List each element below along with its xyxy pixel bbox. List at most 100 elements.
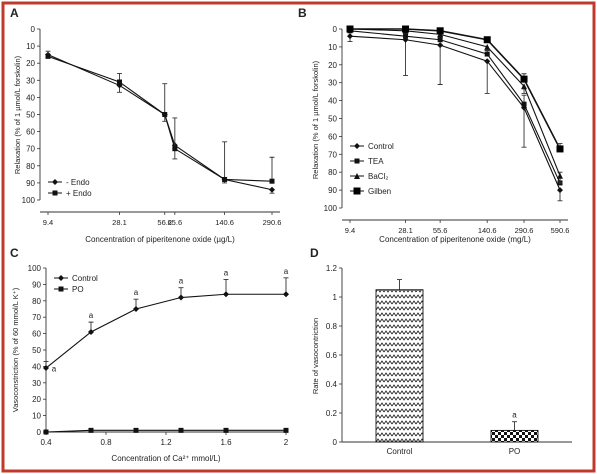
- series-0: [347, 33, 563, 202]
- x-tick-label: 2: [284, 438, 289, 447]
- error-bar: [222, 141, 228, 180]
- data-point: [437, 37, 443, 43]
- error-bar: [269, 156, 275, 182]
- series-1: [43, 427, 289, 435]
- data-point: [521, 101, 527, 107]
- y-tick-label: 60: [26, 128, 35, 137]
- x-tick-label: 140.6: [478, 226, 497, 235]
- series-0: [43, 277, 289, 372]
- y-tick-label: 1.2: [326, 264, 338, 273]
- series-line: [349, 30, 561, 184]
- x-tick-label: 290.6: [263, 218, 282, 227]
- data-point: [88, 328, 94, 335]
- y-tick-label: 90: [26, 179, 35, 188]
- series-line: [350, 28, 561, 150]
- data-point: [116, 79, 122, 85]
- data-point: [222, 176, 228, 182]
- data-point: [283, 291, 289, 298]
- x-tick-label: 56.2: [157, 218, 172, 227]
- y-tick-label: 20: [32, 395, 41, 404]
- y-tick-label: 40: [328, 97, 337, 106]
- data-point: [483, 36, 491, 44]
- y-tick-label: 0.4: [326, 380, 338, 389]
- y-tick-label: 20: [26, 59, 35, 68]
- x-tick-label: 9.4: [345, 226, 355, 235]
- data-point: [88, 427, 94, 433]
- data-point: [223, 427, 229, 433]
- y-axis-label: Vasoconstriction (% of 60 mmol/L K⁺): [11, 287, 20, 412]
- y-tick-label: 80: [328, 168, 337, 177]
- significance-mark: a: [179, 277, 184, 286]
- data-point: [346, 25, 354, 33]
- significance-mark: a: [284, 267, 289, 276]
- y-tick-label: 80: [32, 297, 41, 306]
- panel-letter: D: [310, 246, 319, 260]
- data-point: [520, 75, 528, 83]
- y-tick-label: 0: [31, 25, 36, 34]
- x-axis-label: Concentration of piperitenone oxide (mg/…: [379, 235, 531, 244]
- panel-letter: C: [10, 246, 19, 260]
- x-tick-label: 9.4: [43, 218, 53, 227]
- panel-a: A 0 10 20 30 40 50 60 70 80 90 100 Relaxation (% of …: [10, 6, 281, 244]
- error-bar: [521, 107, 527, 148]
- legend-sample-marker: [52, 179, 58, 185]
- data-point: [402, 25, 410, 33]
- legend-sample-marker: [354, 158, 360, 164]
- x-tick-label: Control: [387, 447, 413, 456]
- data-point: [43, 365, 49, 372]
- y-tick-label: 40: [26, 93, 35, 102]
- data-point: [437, 42, 444, 49]
- error-bar: [403, 39, 409, 76]
- significance-mark: a: [224, 268, 229, 277]
- significance-mark: a: [52, 364, 57, 373]
- x-tick-label: 1.6: [220, 438, 232, 447]
- y-tick-label: 60: [328, 132, 337, 141]
- legend-sample-marker: [354, 143, 360, 149]
- data-point: [557, 172, 563, 179]
- y-tick-label: 50: [26, 111, 35, 120]
- x-tick-label: 55.6: [433, 226, 448, 235]
- data-point: [269, 186, 275, 193]
- y-tick-label: 100: [324, 204, 338, 213]
- x-tick-label: 65.6: [168, 218, 183, 227]
- x-axis-label: Concentration of Ca²⁺ mmol/L): [111, 454, 220, 463]
- x-tick-label: 290.6: [515, 226, 534, 235]
- series-1: [45, 50, 275, 184]
- y-tick-label: 50: [32, 346, 41, 355]
- legend-label: PO: [72, 285, 84, 294]
- series-3: [346, 25, 564, 153]
- x-tick-label: 1.2: [160, 438, 172, 447]
- series-line: [349, 35, 561, 191]
- y-tick-label: 60: [32, 330, 41, 339]
- bar-po: [490, 429, 539, 443]
- y-tick-label: 0.8: [326, 322, 338, 331]
- data-point: [484, 43, 491, 50]
- y-tick-label: 70: [328, 150, 337, 159]
- y-tick-label: 1: [333, 293, 338, 302]
- y-tick-label: 100: [28, 264, 42, 273]
- y-tick-label: 20: [328, 61, 337, 70]
- significance-mark: a: [134, 288, 139, 297]
- error-bar: [484, 61, 490, 94]
- data-point: [133, 427, 139, 433]
- data-point: [403, 33, 409, 39]
- y-tick-label: 10: [328, 43, 337, 52]
- data-point: [43, 429, 49, 435]
- x-tick-label: 0.4: [40, 438, 52, 447]
- panel-b: B 0 10 20 30 40 50 60 70 80 90 100 Relaxation (% of …: [298, 6, 569, 244]
- series-line: [349, 28, 561, 176]
- error-bar: [437, 45, 443, 85]
- significance-mark: a: [512, 411, 517, 420]
- error-bar: [397, 279, 402, 290]
- data-point: [178, 294, 184, 301]
- y-tick-label: 40: [32, 362, 41, 371]
- data-point: [162, 112, 168, 117]
- legend-sample-marker: [58, 275, 64, 281]
- data-point: [521, 83, 528, 90]
- significance-mark: a: [89, 311, 94, 320]
- x-tick-label: 28.1: [398, 226, 413, 235]
- y-axis-label: Rate of vasocontriction: [311, 318, 320, 394]
- series-line: [47, 55, 273, 182]
